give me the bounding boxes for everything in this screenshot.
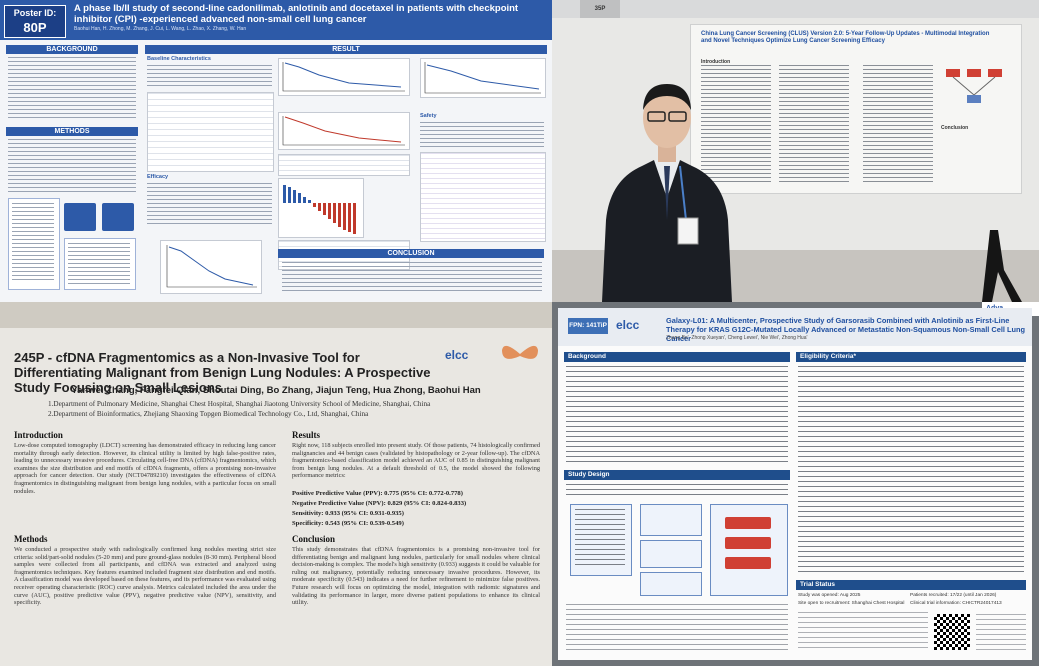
- response-table: [278, 154, 410, 176]
- endpoint-red-1: [725, 517, 771, 529]
- poster-authors: Baohui Han, H. Zhong, M. Zhang, J. Cui, …: [74, 26, 247, 32]
- endpoint-red-3: [725, 557, 771, 569]
- safety-text: [420, 122, 544, 148]
- qr-code-icon: [934, 614, 970, 650]
- poster-authors: Yanwei Zhang, Fangfei Qian, Shoutai Ding…: [71, 385, 481, 396]
- study-design-text: [566, 484, 788, 498]
- baseline-table: [147, 92, 274, 172]
- poster-id-label: Poster ID:: [13, 8, 57, 18]
- conclusion-text: [282, 262, 542, 292]
- results-text: Right now, 118 subjects enrolled into pr…: [292, 442, 540, 480]
- poster-title: 245P - cfDNA Fragmentomics as a Non-Inva…: [14, 350, 431, 395]
- poster-141tip-photo: Adva FPN: 141TiP elcc Galaxy-L01: A Mult…: [552, 302, 1039, 666]
- flow-safety-run-in: [640, 504, 702, 536]
- qr-caption-text: [976, 614, 1026, 650]
- conclusion-text: This study demonstrates that cfDNA fragm…: [292, 546, 540, 607]
- background-text: [8, 57, 136, 121]
- poster-board-number: 35P: [594, 6, 606, 12]
- poster-top-edge: [0, 302, 552, 328]
- poster-header: [558, 308, 1032, 346]
- section-trial-status: Trial Status: [796, 580, 1026, 590]
- methods-text: We conducted a prospective study with ra…: [14, 546, 276, 607]
- presenter-photo: 35P China Lung Cancer Screening (CLUS) V…: [552, 0, 1039, 302]
- metric-ppv: Positive Predictive Value (PPV): 0.775 (…: [292, 490, 463, 497]
- flow-endpoints-box: [710, 504, 788, 596]
- metric-sensitivity: Sensitivity: 0.933 (95% CI: 0.931-0.935): [292, 510, 404, 517]
- references-text: [798, 612, 928, 652]
- flow-phase-ii: [640, 540, 702, 568]
- safety-heading: Safety: [420, 113, 437, 119]
- baseline-text: [147, 65, 272, 89]
- pfs-curve-figure: [160, 240, 262, 294]
- section-result: RESULT: [145, 45, 547, 54]
- efficacy-text: [147, 183, 272, 225]
- eligibility-text: [798, 366, 1024, 576]
- footnotes-text: [566, 604, 788, 652]
- section-conclusion: CONCLUSION: [278, 249, 544, 258]
- trial-status-opened: Study was opened: Aug 2025: [798, 593, 861, 598]
- poster-id-number: 80P: [23, 20, 47, 35]
- endpoint-red-2: [725, 537, 771, 549]
- poster-board-sign: 35P: [580, 0, 620, 18]
- flow-eligibility-box: [570, 504, 632, 576]
- waterfall-svg: [283, 185, 356, 234]
- pfs-curve-svg: [166, 245, 257, 288]
- flow-phase-ib: [64, 203, 96, 231]
- introduction-heading: Introduction: [14, 430, 63, 440]
- eligibility-box: [8, 198, 60, 290]
- poster-heading-introduction: Introduction: [701, 59, 731, 65]
- poster-heading-conclusion: Conclusion: [941, 125, 969, 131]
- elcc-logo-text: elcc: [616, 318, 640, 332]
- poster-sheet: FPN: 141TiP elcc Galaxy-L01: A Multicent…: [558, 308, 1032, 660]
- poster-80p-photo: Poster ID: 80P A phase Ib/II study of se…: [0, 0, 552, 302]
- waterfall-plot: [278, 178, 364, 238]
- poster-column-1: [701, 65, 771, 185]
- section-study-design: Study Design: [564, 470, 790, 480]
- passerby-figure: [982, 230, 1022, 302]
- elcc-logo-text: elcc: [445, 348, 469, 362]
- fpn-badge: FPN: 141TiP: [568, 318, 608, 334]
- elcc-logo: elcc: [445, 346, 468, 364]
- affiliation-2: 2.Department of Bioinformatics, Zhejiang…: [48, 410, 369, 418]
- methods-text: [8, 139, 136, 195]
- methods-heading: Methods: [14, 534, 48, 544]
- decorative-butterfly-icon: [500, 340, 540, 368]
- background-poster: China Lung Cancer Screening (CLUS) Versi…: [690, 24, 1022, 194]
- poster-header: Poster ID: 80P A phase Ib/II study of se…: [0, 0, 552, 40]
- efficacy-heading: Efficacy: [147, 174, 169, 180]
- km-curve-figure-1: [278, 58, 410, 96]
- poster-column-2: [779, 65, 849, 185]
- flow-phase-ii: [102, 203, 134, 231]
- section-background: BACKGROUND: [6, 45, 138, 54]
- results-heading: Results: [292, 430, 321, 440]
- poster-column-3: [863, 65, 933, 185]
- trial-status-site: Site open to recruitment: Shanghai Chest…: [798, 601, 905, 606]
- background-text: [566, 366, 788, 466]
- poster-title: Galaxy-L01: A Multicenter, Prospective S…: [666, 316, 1026, 343]
- poster-diagram: [941, 65, 1011, 125]
- metric-specificity: Specificity: 0.543 (95% CI: 0.539-0.549): [292, 520, 404, 527]
- baseline-heading: Baseline Characteristics: [147, 56, 211, 62]
- conclusion-heading: Conclusion: [292, 534, 336, 544]
- km-curve-figure-2: [278, 112, 410, 150]
- section-methods: METHODS: [6, 127, 138, 136]
- section-background: Background: [564, 352, 790, 362]
- affiliation-1: 1.Department of Pulmonary Medicine, Shan…: [48, 400, 431, 408]
- presenter-figure: [602, 84, 732, 302]
- background-poster-title: China Lung Cancer Screening (CLUS) Versi…: [701, 31, 990, 44]
- introduction-text: Low-dose computed tomography (LDCT) scre…: [14, 442, 276, 495]
- poster-title: A phase Ib/II study of second-line cadon…: [74, 3, 519, 25]
- trial-status-registration: Clinical trial information: CHICTR240174…: [910, 601, 1002, 606]
- poster-authors: Zhang Bo', Zhong Xueyan', Cheng Lewei', …: [666, 335, 808, 341]
- metric-npv: Negative Predictive Value (NPV): 0.829 (…: [292, 500, 467, 507]
- study-design-box: [64, 238, 136, 290]
- poster-id-badge: Poster ID: 80P: [4, 5, 66, 38]
- trial-status-recruited: Patients recruited: 17/22 (until Jan 202…: [910, 593, 997, 598]
- section-eligibility: Eligibility Criteria*: [796, 352, 1026, 362]
- flow-expansion: [640, 572, 702, 596]
- km-curve-figure-3: [420, 58, 546, 98]
- ae-table-right: [420, 152, 546, 242]
- poster-245p-photo: 245P - cfDNA Fragmentomics as a Non-Inva…: [0, 302, 552, 666]
